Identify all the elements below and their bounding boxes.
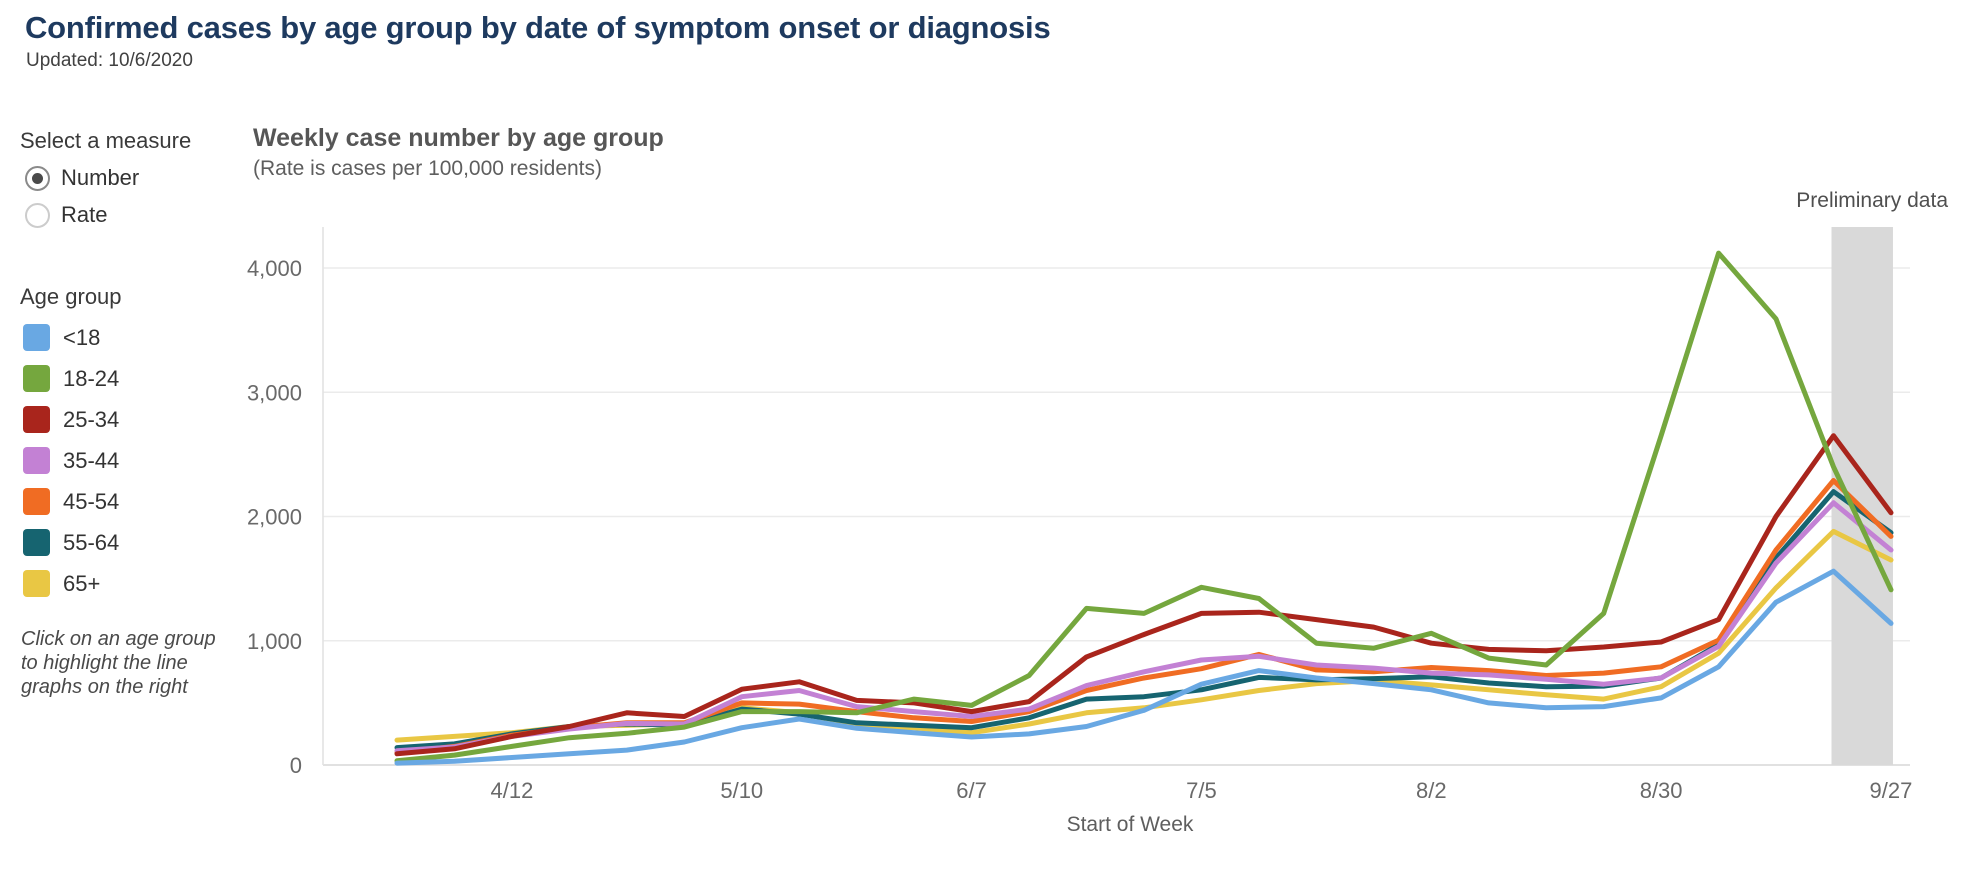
legend-item-65+[interactable]: 65+ [23,570,238,597]
y-tick-label: 1,000 [247,629,302,654]
line-<18[interactable] [394,568,1894,766]
legend-item-label: 55-64 [63,529,120,555]
radio-number-label: Number [61,165,140,190]
legend-item-35-44[interactable]: 35-44 [23,447,238,474]
legend-item-label: <18 [63,324,101,350]
gridlines: 0 1,000 2,000 3,000 4,000 [247,256,1910,778]
preliminary-data-label: Preliminary data [1796,189,1948,212]
legend-item-25-34[interactable]: 25-34 [23,406,238,433]
y-tick-label: 4,000 [247,256,302,281]
measure-group-label: Select a measure [20,128,192,153]
line-25-34[interactable] [394,433,1894,757]
legend-swatch-icon [23,324,50,351]
legend-item-18-24[interactable]: 18-24 [23,365,238,392]
legend-item-label: 65+ [63,570,101,596]
sidebar: Select a measure Number Rate Age group <… [20,128,238,597]
radio-rate-label: Rate [61,202,108,227]
legend-item-label: 35-44 [63,447,120,473]
legend-swatch-icon [23,529,50,556]
series-lines [394,250,1894,766]
x-tick-label: 4/12 [491,778,534,803]
legend-swatch-icon [23,488,50,515]
legend-item-label: 45-54 [63,488,120,514]
radio-unselected-icon[interactable] [25,202,50,228]
legend-item-<18[interactable]: <18 [23,324,238,351]
age-group-label: Age group [20,284,122,309]
x-tick-label: 8/30 [1640,778,1683,803]
age-group-legend: <18 18-24 25-34 35-44 45-54 55-64 65+ [20,324,238,597]
chart-subtitle: (Rate is cases per 100,000 residents) [253,157,603,180]
y-tick-label: 0 [290,753,302,778]
line-35-44[interactable] [394,500,1894,754]
y-tick-label: 2,000 [247,505,302,530]
x-tick-label: 6/7 [956,778,987,803]
legend-item-label: 25-34 [63,406,120,432]
chart-title: Weekly case number by age group [253,124,664,152]
line-18-24[interactable] [394,250,1894,764]
x-axis-title: Start of Week [1067,813,1194,836]
updated-date: Updated: 10/6/2020 [26,50,193,71]
legend-swatch-icon [23,447,50,474]
radio-number[interactable]: Number [25,165,238,191]
page-title: Confirmed cases by age group by date of … [25,10,1051,45]
radio-dot [32,172,43,184]
legend-item-45-54[interactable]: 45-54 [23,488,238,515]
radio-selected-icon[interactable] [25,165,50,191]
x-tick-label: 5/10 [720,778,763,803]
y-tick-label: 3,000 [247,380,302,405]
legend-item-55-64[interactable]: 55-64 [23,529,238,556]
x-tick-label: 7/5 [1186,778,1217,803]
x-tick-label: 8/2 [1416,778,1447,803]
legend-swatch-icon [23,365,50,392]
instruction-note: Click on an age group to highlight the l… [21,628,216,698]
legend-item-label: 18-24 [63,365,120,391]
legend-swatch-icon [23,570,50,597]
legend-swatch-icon [23,406,50,433]
radio-rate[interactable]: Rate [25,202,238,228]
x-tick-label: 9/27 [1870,778,1913,803]
